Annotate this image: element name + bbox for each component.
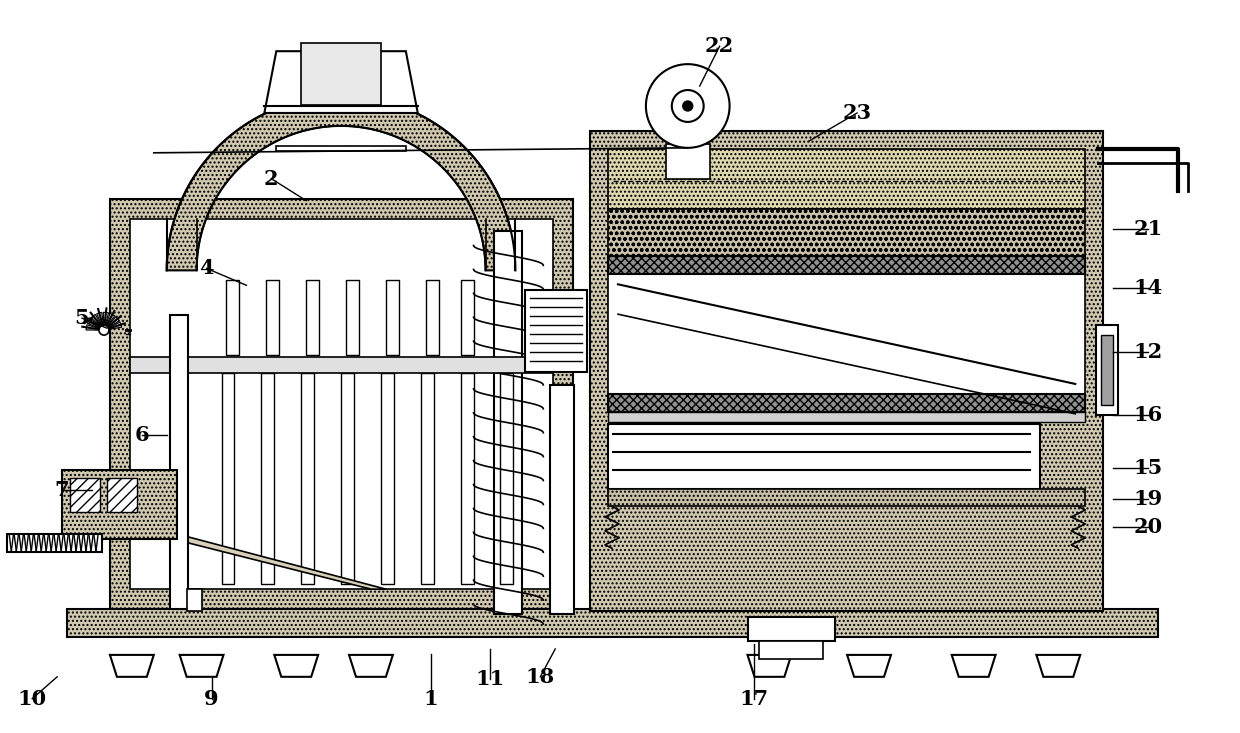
Polygon shape — [104, 317, 119, 330]
Bar — [608, 424, 1040, 488]
Text: 22: 22 — [706, 36, 734, 56]
Text: 5: 5 — [74, 308, 89, 328]
Bar — [608, 257, 1085, 274]
Bar — [759, 641, 823, 659]
Polygon shape — [87, 319, 104, 330]
Text: 2: 2 — [264, 169, 279, 188]
Bar — [7, 534, 102, 552]
Text: 7: 7 — [55, 479, 69, 499]
Text: 18: 18 — [526, 667, 554, 687]
Text: 19: 19 — [1133, 490, 1163, 509]
Bar — [301, 43, 381, 105]
Bar — [460, 373, 474, 584]
Circle shape — [646, 65, 729, 148]
Polygon shape — [86, 325, 104, 330]
Polygon shape — [277, 146, 405, 151]
Bar — [71, 478, 100, 512]
Bar — [608, 209, 1085, 257]
Bar — [170, 315, 187, 609]
Bar — [267, 280, 279, 355]
Circle shape — [672, 90, 703, 122]
Bar — [608, 412, 1085, 421]
Bar — [460, 280, 474, 355]
Polygon shape — [274, 655, 319, 677]
Text: 15: 15 — [1133, 457, 1163, 478]
Text: 10: 10 — [17, 689, 47, 709]
Bar — [608, 488, 1085, 507]
Bar — [526, 290, 587, 372]
Bar — [608, 394, 1085, 412]
Polygon shape — [166, 96, 516, 270]
Bar — [130, 218, 553, 589]
Polygon shape — [104, 322, 122, 330]
Bar — [501, 373, 513, 584]
Bar — [608, 274, 1085, 394]
Bar — [495, 230, 522, 614]
Text: 9: 9 — [205, 689, 219, 709]
Bar — [110, 199, 573, 609]
Bar — [341, 373, 353, 584]
Bar — [748, 617, 836, 641]
Bar — [130, 357, 553, 373]
Polygon shape — [847, 655, 892, 677]
Bar — [187, 589, 202, 611]
Polygon shape — [952, 655, 996, 677]
Bar — [262, 373, 274, 584]
Text: 14: 14 — [1133, 279, 1163, 298]
Bar — [227, 280, 239, 355]
Text: 11: 11 — [476, 668, 505, 689]
Bar — [1096, 325, 1118, 415]
Text: 17: 17 — [740, 689, 769, 709]
Text: 12: 12 — [1133, 342, 1163, 362]
Text: 16: 16 — [1133, 405, 1163, 425]
Circle shape — [683, 101, 693, 111]
Text: 20: 20 — [1133, 517, 1163, 537]
Bar — [67, 609, 1158, 637]
Bar — [381, 373, 394, 584]
Text: 1: 1 — [423, 689, 438, 709]
Text: 23: 23 — [842, 103, 872, 123]
Polygon shape — [110, 655, 154, 677]
Bar — [107, 478, 136, 512]
Polygon shape — [348, 655, 393, 677]
Bar — [425, 280, 439, 355]
Polygon shape — [264, 51, 418, 113]
Text: 21: 21 — [1133, 218, 1163, 238]
Polygon shape — [135, 529, 386, 589]
Text: 6: 6 — [134, 424, 149, 445]
Polygon shape — [748, 655, 791, 677]
Polygon shape — [104, 313, 115, 330]
Bar — [386, 280, 399, 355]
Bar — [551, 385, 574, 614]
Bar — [301, 373, 314, 584]
Polygon shape — [97, 312, 104, 330]
Bar — [666, 144, 709, 179]
Bar — [62, 470, 176, 539]
Polygon shape — [91, 314, 104, 330]
Bar — [590, 131, 1104, 611]
Bar — [306, 280, 319, 355]
Text: 4: 4 — [200, 258, 213, 279]
Bar — [608, 149, 1085, 209]
Circle shape — [99, 325, 109, 335]
Polygon shape — [180, 655, 223, 677]
Bar — [1101, 335, 1114, 405]
Bar — [420, 373, 434, 584]
Polygon shape — [1037, 655, 1080, 677]
Bar — [222, 373, 234, 584]
Bar — [346, 280, 360, 355]
Polygon shape — [103, 312, 109, 330]
